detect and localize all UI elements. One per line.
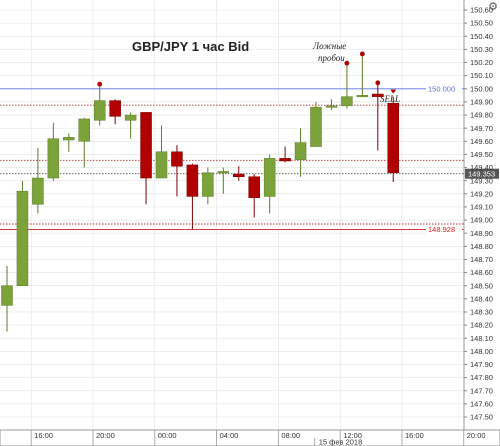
y-tick-label: 148.80 [470, 242, 493, 251]
annotation-line-2: пробои [318, 53, 345, 63]
y-tick-label: 148.00 [470, 347, 493, 356]
y-tick-label: 148.60 [470, 268, 493, 277]
y-tick-label: 149.80 [470, 111, 493, 120]
y-tick-label: 147.50 [470, 413, 493, 422]
fractal-markers [97, 51, 397, 94]
y-tick-label: 149.70 [470, 124, 493, 133]
y-tick-label: 150.00 [470, 84, 493, 93]
bear-candle [171, 151, 183, 167]
bull-candle [63, 137, 75, 141]
fractal-dot [375, 80, 381, 86]
y-tick-label: 149.40 [470, 163, 493, 172]
y-tick-label: 149.50 [470, 150, 493, 159]
chart-title: GBP/JPY 1 час Bid [132, 39, 249, 54]
x-tick-label: 00:00 [158, 431, 177, 440]
y-axis: 150.60 150.50 150.40 150.30 150.20 150.10 150.… [463, 0, 493, 430]
bull-candle [1, 285, 13, 306]
y-tick-label: 150.20 [470, 58, 493, 67]
y-tick-label: 149.60 [470, 137, 493, 146]
y-tick-label: 148.10 [470, 334, 493, 343]
y-tick-label: 147.60 [470, 399, 493, 408]
y-tick-label: 149.90 [470, 98, 493, 107]
y-tick-label: 148.90 [470, 229, 493, 238]
level-label-bg [426, 83, 462, 94]
y-tick-label: 149.00 [470, 216, 493, 225]
y-tick-label: 147.80 [470, 373, 493, 382]
x-axis-strip [0, 429, 500, 446]
bear-candle [186, 164, 199, 197]
fractal-dot [344, 60, 350, 66]
x-tick-label: 04:00 [220, 431, 239, 440]
bear-candle [233, 173, 245, 177]
y-tick-label: 147.90 [470, 360, 493, 369]
y-tick-label: 148.30 [470, 308, 493, 317]
bull-candle [310, 106, 322, 147]
bull-candle [47, 138, 60, 179]
level-label: 150.000 [428, 84, 455, 93]
bull-candle [202, 172, 214, 197]
bull-candle [356, 95, 369, 98]
x-axis: 16:00 20:00 00:00 04:00 08:00 12:00 16:00 20:00… [0, 429, 500, 446]
current-price-box [465, 168, 499, 179]
date-label: 15 фев 2018 [319, 438, 363, 446]
bull-candle [217, 171, 230, 174]
y-tick-label: 150.50 [470, 19, 493, 28]
bear-candle [248, 176, 260, 198]
bull-candle [93, 100, 106, 121]
x-tick-label: 16:00 [405, 431, 424, 440]
gear-icon[interactable]: ⚙ [488, 0, 498, 13]
y-tick-label: 150.10 [470, 71, 493, 80]
x-tick-label: 20:00 [96, 431, 115, 440]
bull-candle [341, 96, 353, 107]
bear-candle [279, 158, 291, 162]
x-tick-label: 08:00 [281, 431, 300, 440]
bear-candle [372, 93, 384, 97]
grid [0, 0, 465, 430]
bull-candle [325, 105, 338, 108]
y-tick-label: 149.10 [470, 203, 493, 212]
x-tick-label: 20:00 [467, 431, 486, 440]
sell-label: SELL [380, 94, 400, 104]
level-label: 148.928 [428, 225, 455, 234]
bear-candle [109, 100, 121, 117]
y-tick-label: 150.30 [470, 45, 493, 54]
horizontal-lines: 150.000 SELL 149.353 148.928 [0, 83, 499, 235]
level-label-bg [426, 224, 462, 235]
bull-candle [16, 190, 29, 286]
bull-candle [263, 158, 276, 197]
y-tick-label: 149.30 [470, 176, 493, 185]
y-tick-label: 147.70 [470, 386, 493, 395]
bear-candle [140, 112, 152, 179]
y-tick-label: 148.70 [470, 255, 493, 264]
x-tick-label: 16:00 [34, 431, 53, 440]
sell-arrow [390, 89, 397, 94]
current-price-label: 149.353 [468, 169, 495, 178]
x-tick-label: 12:00 [343, 431, 362, 440]
y-tick-label: 148.20 [470, 321, 493, 330]
bull-candle [78, 118, 90, 142]
fractal-dot [97, 81, 103, 87]
y-tick-label: 148.50 [470, 281, 493, 290]
y-tick-label: 150.40 [470, 32, 493, 41]
bull-candle [155, 151, 168, 179]
fractal-dot [359, 51, 365, 57]
y-tick-label: 148.40 [470, 294, 493, 303]
bear-candle [387, 102, 399, 174]
candles [1, 55, 399, 332]
y-tick-label: 149.20 [470, 189, 493, 198]
y-tick-label: 150.60 [470, 6, 493, 15]
bull-candle [294, 142, 307, 160]
bull-candle [124, 114, 137, 121]
annotation-line-1: Ложные [312, 41, 346, 51]
bull-candle [32, 177, 44, 205]
